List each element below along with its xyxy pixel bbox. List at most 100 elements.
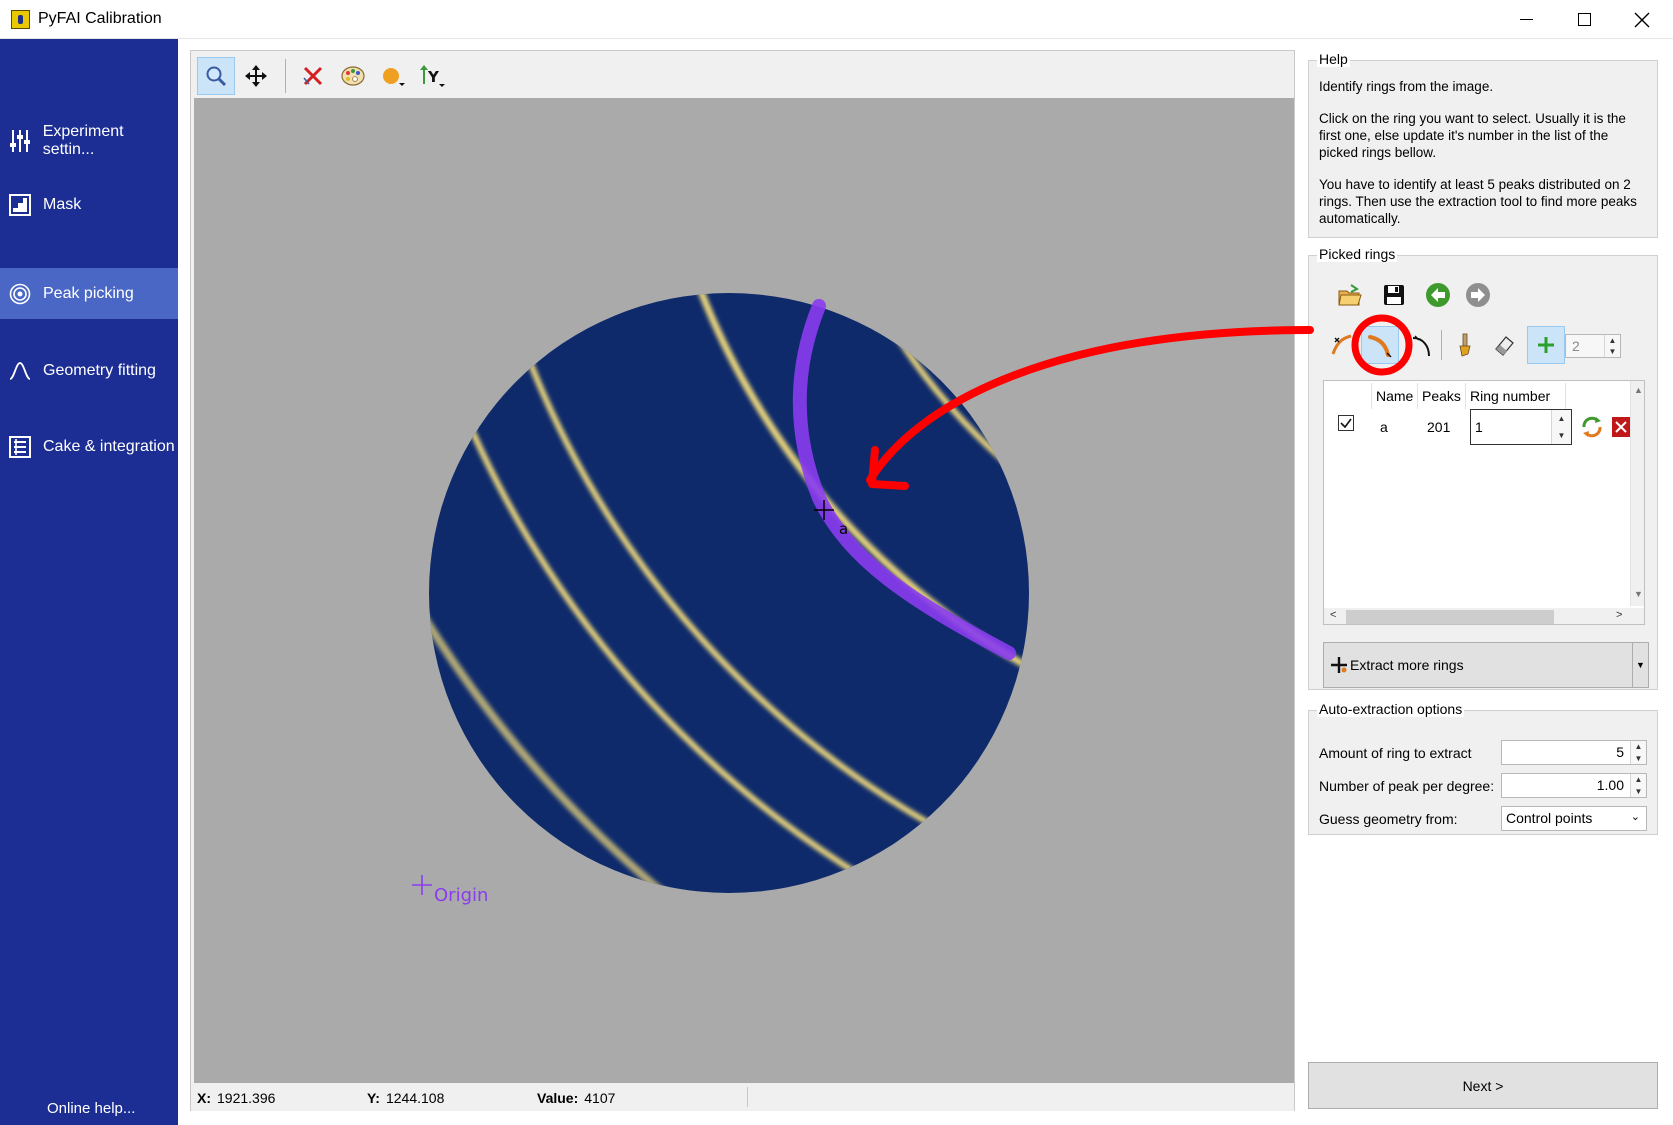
table-header-ring-number[interactable]: Ring number xyxy=(1466,383,1566,409)
app-logo-icon xyxy=(11,10,30,29)
load-peaks-button[interactable] xyxy=(1331,276,1369,314)
pan-button[interactable] xyxy=(237,57,275,95)
open-folder-icon xyxy=(1338,284,1362,306)
diffraction-image[interactable]: a Origin xyxy=(194,98,1294,1083)
redo-button[interactable] xyxy=(1459,276,1497,314)
marker-color-button[interactable] xyxy=(374,57,412,95)
target-icon xyxy=(8,282,32,306)
sidebar-item-mask[interactable]: Mask xyxy=(0,180,178,230)
y-axis-button[interactable]: Y xyxy=(414,57,452,95)
maximize-button[interactable] xyxy=(1555,0,1613,39)
row-peaks: 201 xyxy=(1427,419,1451,435)
extract-label: Extract more rings xyxy=(1350,657,1464,673)
highlight-circle xyxy=(1351,314,1413,376)
guess-geometry-select[interactable]: Control points ⌄ xyxy=(1501,806,1647,831)
spin-down-icon: ▼ xyxy=(1557,431,1566,440)
peak-pick-icon xyxy=(1331,334,1352,355)
ring-number-spinbox[interactable]: 1 ▲ ▼ xyxy=(1470,409,1572,445)
sidebar-item-peak-picking[interactable]: Peak picking xyxy=(0,268,178,319)
y-axis-icon: Y xyxy=(420,65,445,87)
spin-up-icon: ▲ xyxy=(1608,336,1617,345)
window-title: PyFAI Calibration xyxy=(38,10,162,27)
peak-mode-button[interactable] xyxy=(1323,326,1361,364)
peak-per-degree-spinbox[interactable]: 1.00 ▲ ▼ xyxy=(1501,773,1647,798)
arc-mode-button[interactable] xyxy=(1361,326,1399,364)
delete-row-button[interactable] xyxy=(1612,417,1630,440)
picked-rings-title: Picked rings xyxy=(1317,246,1398,262)
curve-icon xyxy=(8,359,32,383)
auto-extraction-title: Auto-extraction options xyxy=(1317,701,1465,717)
arc-pick-icon xyxy=(1368,335,1392,358)
right-panel: Help Identify rings from the image. Clic… xyxy=(1305,50,1660,1111)
maximize-icon xyxy=(1577,13,1591,26)
table-horizontal-scrollbar[interactable]: < > xyxy=(1324,608,1644,624)
row-name: a xyxy=(1380,419,1388,435)
save-peaks-button[interactable] xyxy=(1375,276,1413,314)
extract-dropdown-button[interactable]: ▼ xyxy=(1632,643,1648,687)
move-arrows-icon xyxy=(245,65,267,87)
help-paragraph: Click on the ring you want to select. Us… xyxy=(1319,111,1626,160)
delete-icon xyxy=(1612,417,1630,437)
scroll-left-icon: < xyxy=(1330,609,1337,621)
plus-icon xyxy=(1538,337,1554,353)
checkmark-icon xyxy=(1340,418,1352,429)
amount-spinbox[interactable]: 5 ▲ ▼ xyxy=(1501,740,1647,765)
extract-more-rings-button[interactable]: Extract more rings ▼ xyxy=(1323,642,1649,688)
scroll-up-icon: ▲ xyxy=(1634,385,1643,395)
table-header-peaks[interactable]: Peaks xyxy=(1418,383,1466,409)
online-help-link[interactable]: Online help... xyxy=(47,1100,136,1117)
back-arrow-icon xyxy=(1426,283,1450,307)
sidebar-item-label: Mask xyxy=(43,196,82,213)
table-header-name[interactable]: Name xyxy=(1372,383,1418,409)
colormap-button[interactable] xyxy=(334,57,372,95)
sidebar-item-geometry-fitting[interactable]: Geometry fitting xyxy=(0,346,178,396)
scroll-down-icon: ▼ xyxy=(1634,589,1643,599)
sidebar-item-cake-integration[interactable]: Cake & integration xyxy=(0,422,178,472)
eraser-icon xyxy=(1495,336,1514,356)
help-group: Help Identify rings from the image. Clic… xyxy=(1308,51,1658,238)
chevron-down-icon: ⌄ xyxy=(1630,811,1640,823)
brush-button[interactable] xyxy=(1445,326,1483,364)
table-header-check xyxy=(1324,383,1372,409)
reset-zoom-button[interactable] xyxy=(294,57,332,95)
next-button[interactable]: Next > xyxy=(1308,1062,1658,1109)
amount-label: Amount of ring to extract xyxy=(1319,745,1472,761)
status-bar: X: 1921.396 Y: 1244.108 Value: 4107 xyxy=(191,1083,1294,1111)
peak-label: a xyxy=(839,520,848,538)
row-checkbox[interactable] xyxy=(1338,415,1354,431)
picked-rings-group: Picked rings xyxy=(1308,246,1658,690)
svg-text:Y: Y xyxy=(427,68,440,86)
image-plot[interactable]: a Origin xyxy=(194,98,1294,1083)
sidebar-item-label: Experiment settin... xyxy=(42,123,124,158)
document-list-icon xyxy=(8,435,32,459)
forward-arrow-icon xyxy=(1466,283,1490,307)
eraser-button[interactable] xyxy=(1485,326,1523,364)
minimize-button[interactable] xyxy=(1497,0,1555,39)
table-vertical-scrollbar[interactable]: ▲ ▼ xyxy=(1630,381,1644,606)
ring-spinbox[interactable]: 2 ▲ ▼ xyxy=(1565,334,1621,358)
plot-panel: Y a Origin xyxy=(190,50,1295,1111)
toolbar-separator xyxy=(285,59,286,93)
new-ring-button[interactable] xyxy=(1527,326,1565,364)
detector-disk xyxy=(429,293,1029,893)
scrollbar-thumb[interactable] xyxy=(1346,610,1554,624)
spin-down-icon: ▼ xyxy=(1634,786,1643,796)
refresh-row-button[interactable] xyxy=(1580,415,1604,442)
palette-icon xyxy=(341,66,365,86)
ring-mode-button[interactable] xyxy=(1401,326,1439,364)
sidebar-item-experiment-settings[interactable]: Experiment settin... xyxy=(0,116,178,166)
status-divider xyxy=(747,1087,748,1107)
picked-rings-table[interactable]: Name Peaks Ring number a 201 1 ▲ ▼ ▲ ▼ xyxy=(1323,380,1645,625)
spin-down-icon: ▼ xyxy=(1634,753,1643,763)
close-button[interactable] xyxy=(1613,0,1671,39)
sliders-icon xyxy=(8,129,32,153)
magnifier-icon xyxy=(206,66,227,87)
toolbar-separator xyxy=(1441,330,1442,360)
sidebar-item-label: Peak picking xyxy=(43,284,134,302)
undo-button[interactable] xyxy=(1419,276,1457,314)
zoom-button[interactable] xyxy=(197,57,235,95)
help-paragraph: You have to identify at least 5 peaks di… xyxy=(1319,177,1637,226)
spin-up-icon: ▲ xyxy=(1634,742,1643,752)
plus-icon xyxy=(1331,657,1347,673)
help-paragraph: Identify rings from the image. xyxy=(1319,79,1494,94)
